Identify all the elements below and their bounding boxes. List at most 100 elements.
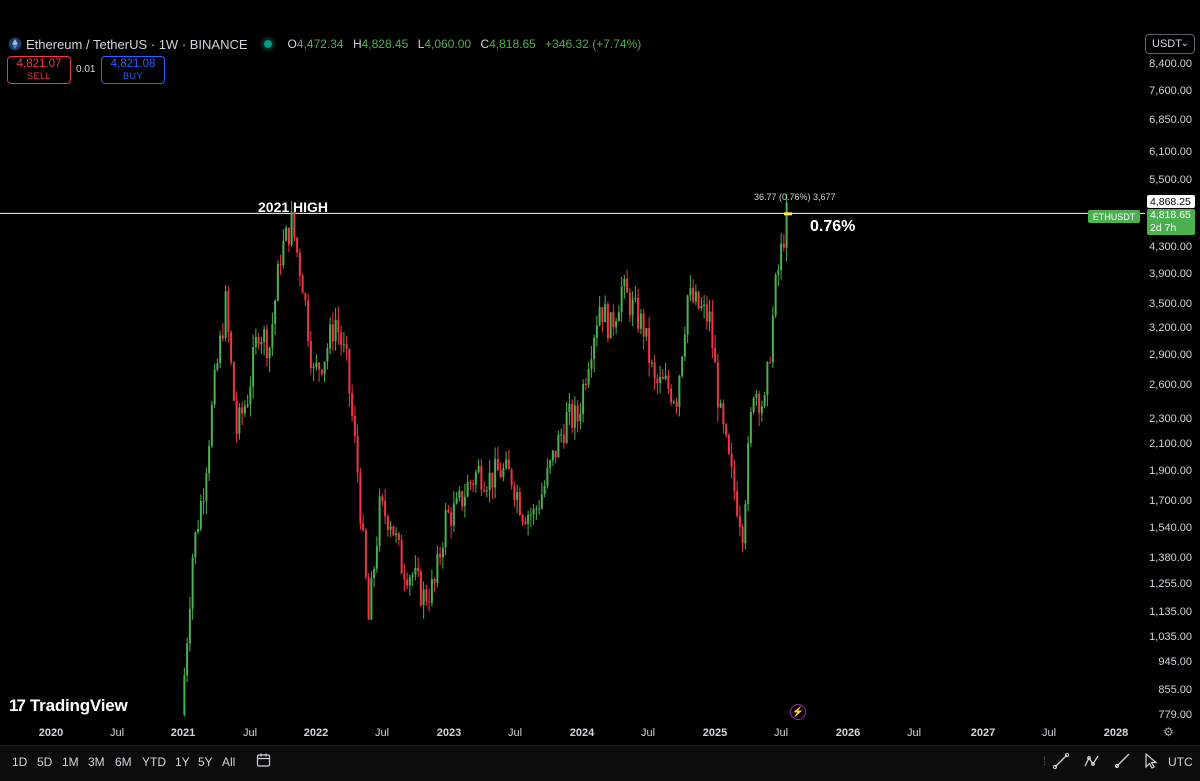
- low-value: 4,060.00: [424, 37, 472, 51]
- candle-body: [606, 304, 609, 339]
- candle-body: [191, 557, 194, 609]
- candle-body: [672, 401, 675, 403]
- candle-body: [667, 375, 670, 389]
- candle-body: [252, 347, 255, 387]
- candle-body: [466, 481, 469, 497]
- candle-body: [615, 321, 618, 328]
- candle-body: [527, 514, 530, 524]
- candle-body: [529, 514, 532, 516]
- candle-body: [642, 313, 645, 337]
- candle-body: [263, 329, 266, 343]
- timeframe-3m[interactable]: 3M: [88, 755, 105, 769]
- time-axis-label: 2026: [835, 727, 861, 739]
- timeframe-all[interactable]: All: [222, 755, 236, 769]
- candle-body: [188, 608, 191, 644]
- candle-body: [436, 553, 439, 583]
- candle-body: [444, 510, 447, 548]
- price-axis-label: 4,300.00: [1149, 241, 1192, 254]
- candle-body: [232, 362, 235, 401]
- lightning-icon[interactable]: ⚡: [790, 704, 806, 720]
- candle-body: [681, 356, 684, 377]
- timeframe-ytd[interactable]: YTD: [142, 755, 166, 769]
- candle-body: [733, 467, 736, 492]
- time-axis-label: Jul: [242, 727, 258, 739]
- candle-body: [631, 299, 634, 316]
- time-axis-label: Jul: [374, 727, 390, 739]
- candle-body: [186, 643, 189, 676]
- timeframe-1m[interactable]: 1M: [62, 755, 79, 769]
- candle-body: [419, 571, 422, 606]
- candle-body: [488, 472, 491, 491]
- candle-body: [395, 533, 398, 536]
- candle-body: [323, 361, 326, 375]
- candle-body: [422, 589, 425, 606]
- candle-body: [318, 362, 321, 370]
- spread-value: 0.01: [76, 64, 96, 75]
- candle-body: [496, 458, 499, 471]
- timeframe-1d[interactable]: 1D: [12, 755, 28, 769]
- candle-body: [241, 407, 244, 414]
- candle-body: [653, 362, 656, 379]
- timeframe-1y[interactable]: 1Y: [175, 755, 190, 769]
- candle-body: [307, 300, 310, 342]
- symbol-title[interactable]: Ethereum / TetherUS · 1W · BINANCE: [26, 36, 248, 52]
- candle-body: [560, 434, 563, 436]
- candle-body: [736, 491, 739, 517]
- price-axis-label: 1,900.00: [1149, 464, 1192, 477]
- price-axis-label: 855.00: [1158, 683, 1192, 696]
- candle-body: [703, 304, 706, 307]
- timeframe-5y[interactable]: 5Y: [198, 755, 213, 769]
- tradingview-logo: 17 TradingView: [9, 696, 128, 716]
- candle-body: [384, 501, 387, 517]
- candle-body: [271, 324, 274, 348]
- tradingview-mark-icon: 17: [9, 696, 26, 715]
- candle-body: [593, 337, 596, 360]
- candle-body: [375, 546, 378, 569]
- candle-body: [285, 227, 288, 241]
- candle-body: [312, 366, 315, 368]
- candle-body: [741, 526, 744, 544]
- candle-body: [279, 264, 282, 266]
- price-axis-label: 1,380.00: [1149, 552, 1192, 565]
- candle-body: [320, 369, 323, 375]
- candle-body: [543, 485, 546, 495]
- timeframe-5d[interactable]: 5D: [37, 755, 53, 769]
- gear-icon[interactable]: ⚙: [1163, 725, 1174, 739]
- time-axis-label: Jul: [507, 727, 523, 739]
- candle-body: [326, 348, 329, 362]
- pattern-tool-icon[interactable]: [1083, 752, 1101, 770]
- candle-body: [340, 332, 343, 346]
- candle-body: [604, 304, 607, 323]
- cursor-icon[interactable]: [1142, 752, 1160, 770]
- candle-body: [626, 278, 629, 293]
- symbol-header: Ethereum / TetherUS · 1W · BINANCE O4,47…: [8, 34, 641, 54]
- currency-select[interactable]: USDT ⌄: [1145, 34, 1195, 54]
- candle-body: [749, 411, 752, 443]
- candle-body: [439, 553, 442, 558]
- low-label: L: [417, 37, 425, 51]
- sell-button[interactable]: 4,821.07 SELL: [7, 56, 71, 84]
- candle-body: [381, 496, 384, 502]
- candle-body: [524, 521, 527, 524]
- price-axis-label: 2,600.00: [1149, 379, 1192, 392]
- candle-body: [587, 368, 590, 385]
- candle-body: [298, 252, 301, 276]
- candle-body: [595, 325, 598, 338]
- ray-tool-icon[interactable]: [1113, 752, 1131, 770]
- candle-body: [450, 512, 453, 526]
- timeframe-6m[interactable]: 6M: [115, 755, 132, 769]
- tradingview-logo-text: TradingView: [29, 696, 128, 715]
- candle-body: [714, 347, 717, 363]
- candle-body: [227, 291, 230, 333]
- trend-line-icon[interactable]: [1052, 752, 1070, 770]
- measure-label: 36.77 (0.76%) 3,677: [754, 192, 836, 202]
- candle-body: [249, 386, 252, 405]
- buy-button[interactable]: 4,821.08 BUY: [101, 56, 165, 84]
- buy-label: BUY: [122, 71, 143, 81]
- calendar-icon[interactable]: [256, 752, 272, 768]
- candle-body: [485, 490, 488, 492]
- price-axis-label: 2,300.00: [1149, 412, 1192, 425]
- candle-body: [617, 312, 620, 322]
- timezone-label[interactable]: UTC: [1168, 755, 1193, 769]
